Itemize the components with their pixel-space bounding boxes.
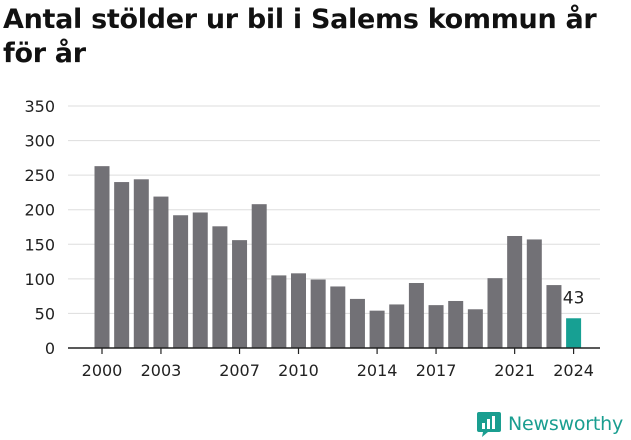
x-tick-label: 2014 (357, 361, 398, 380)
bar-2016 (408, 283, 424, 348)
y-tick-label: 50 (35, 304, 55, 323)
bar-2015 (389, 304, 405, 348)
x-tick-label: 2003 (141, 361, 182, 380)
bar-2004 (173, 215, 189, 348)
x-tick-label: 2007 (219, 361, 260, 380)
x-axis-ticks: 2000 2003 2007 2010 2014 2017 2021 2024 (82, 348, 594, 380)
y-tick-label: 100 (24, 270, 55, 289)
y-tick-label: 200 (24, 201, 55, 220)
brand-name: Newsworthy (508, 413, 624, 435)
bar-2019 (467, 309, 483, 348)
y-tick-label: 150 (24, 235, 55, 254)
y-tick-label: 300 (24, 132, 55, 151)
x-tick-label: 2010 (278, 361, 319, 380)
bar-2005 (192, 212, 208, 348)
bar-2009 (271, 275, 287, 348)
y-tick-label: 0 (45, 339, 55, 358)
bar-2022 (526, 239, 542, 348)
y-axis-tick-labels: 0 50 100 150 200 250 300 350 (24, 97, 55, 358)
x-tick-label: 2017 (416, 361, 457, 380)
y-tick-label: 350 (24, 97, 55, 116)
bar-2010 (291, 273, 306, 348)
x-tick-label: 2000 (82, 361, 123, 380)
bar-2013 (349, 298, 365, 348)
bar-2011 (310, 279, 326, 348)
bars (94, 166, 582, 348)
bar-2023 (546, 285, 562, 348)
x-tick-label: 2024 (553, 361, 594, 380)
bar-2002 (133, 179, 149, 348)
bar-2006 (212, 226, 228, 348)
bar-2021 (507, 235, 523, 348)
bar-2020 (487, 278, 503, 348)
bar-2024 (566, 318, 582, 348)
bar-2003 (153, 196, 169, 348)
newsworthy-logo[interactable]: Newsworthy (476, 408, 623, 440)
x-tick-label: 2021 (494, 361, 535, 380)
chart-title: Antal stölder ur bil i Salems kommun år … (3, 4, 597, 69)
data-label-2024: 43 (563, 288, 585, 308)
bar-2017 (428, 305, 444, 348)
bar-2018 (448, 300, 464, 348)
bar-2008 (251, 204, 267, 348)
bar-2001 (114, 182, 130, 348)
bar-2007 (232, 240, 248, 348)
bar-2000 (94, 166, 110, 348)
data-labels: 43 (563, 288, 585, 308)
newsworthy-icon (477, 412, 501, 437)
bar-2012 (330, 286, 346, 348)
bar-2014 (369, 310, 385, 348)
y-tick-label: 250 (24, 166, 55, 185)
